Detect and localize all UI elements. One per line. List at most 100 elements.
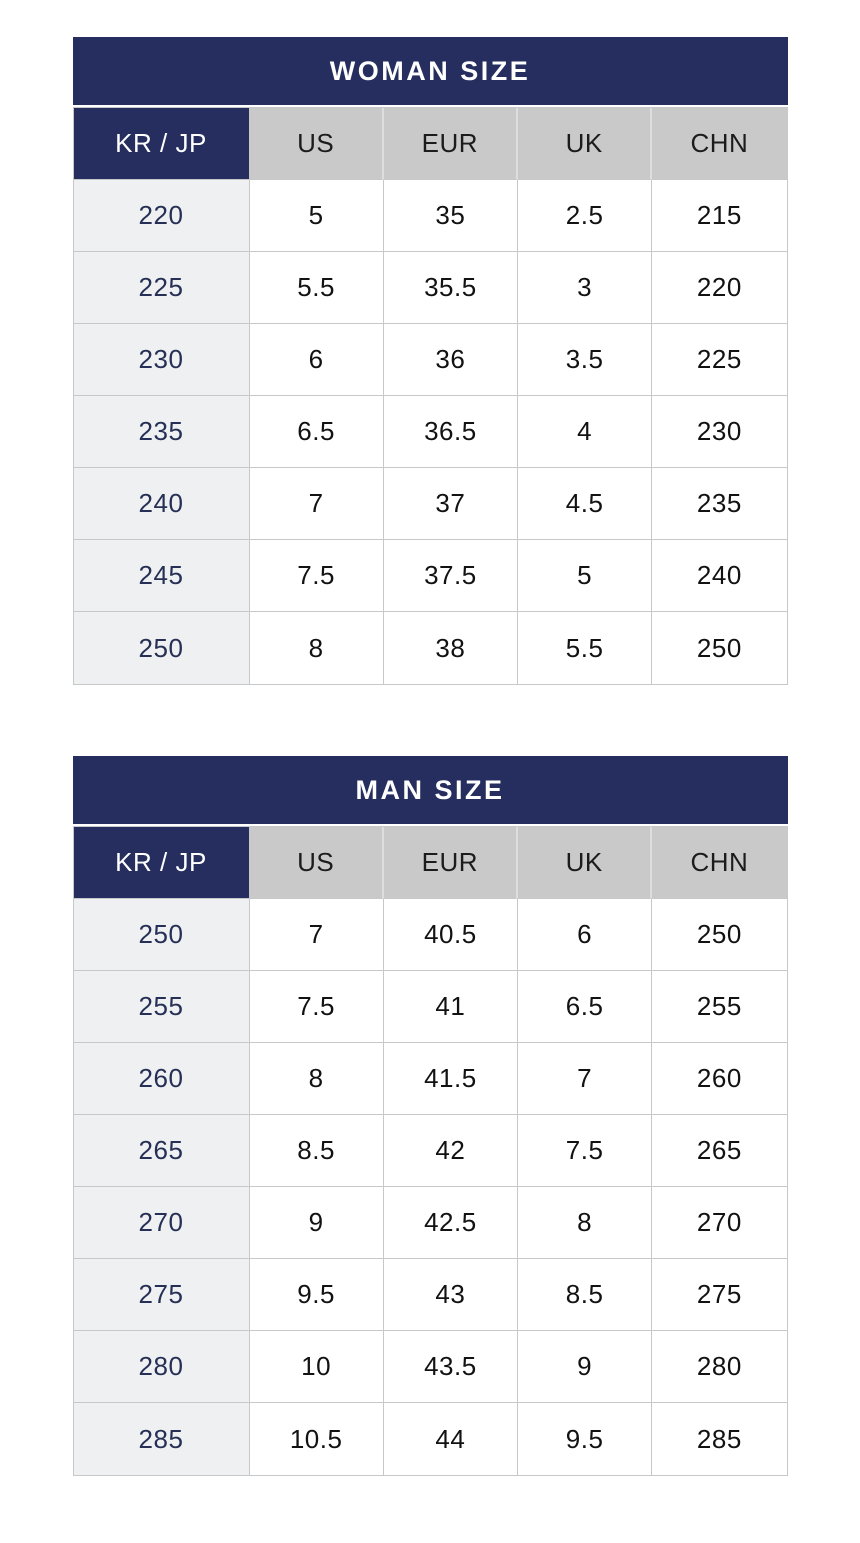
column-header-us: US (249, 108, 384, 180)
size-value: 250 (652, 612, 787, 684)
size-value: 37 (383, 468, 518, 540)
table-box: KR / JP US EUR UK CHN 220 5 35 2.5 215 225 5.5 35.5… (72, 107, 788, 685)
size-value: 5.5 (249, 252, 384, 324)
table-box: KR / JP US EUR UK CHN 250 7 40.5 6 250 255 7.5 41 6.… (72, 826, 788, 1476)
size-value: 10 (249, 1331, 384, 1403)
size-value: 235 (652, 468, 787, 540)
table-row: 280 10 43.5 9 280 (73, 1331, 787, 1403)
table-row: 270 9 42.5 8 270 (73, 1187, 787, 1259)
size-value: 6 (249, 324, 384, 396)
table-row: 250 8 38 5.5 250 (73, 612, 787, 684)
size-value: 8 (249, 1043, 384, 1115)
kr-jp-size-value: 275 (73, 1259, 250, 1331)
table-header-row: KR / JP US EUR UK CHN (73, 827, 787, 899)
kr-jp-size-value: 245 (73, 540, 250, 612)
size-value: 225 (652, 324, 787, 396)
table-body: 220 5 35 2.5 215 225 5.5 35.5 3 220 230 6 36 3.5 225 23… (73, 180, 787, 684)
table-row: 275 9.5 43 8.5 275 (73, 1259, 787, 1331)
size-value: 43.5 (383, 1331, 518, 1403)
size-value: 3.5 (518, 324, 653, 396)
size-value: 37.5 (383, 540, 518, 612)
size-value: 3 (518, 252, 653, 324)
size-value: 7 (518, 1043, 653, 1115)
size-value: 230 (652, 396, 787, 468)
size-value: 43 (383, 1259, 518, 1331)
table-row: 230 6 36 3.5 225 (73, 324, 787, 396)
man-size-table: MAN SIZE KR / JP US EUR UK CHN 250 7 40.5 6 250 2… (72, 756, 788, 1476)
size-value: 42 (383, 1115, 518, 1187)
table-header-row: KR / JP US EUR UK CHN (73, 108, 787, 180)
size-value: 9 (249, 1187, 384, 1259)
size-value: 255 (652, 971, 787, 1043)
table-row: 225 5.5 35.5 3 220 (73, 252, 787, 324)
size-value: 250 (652, 899, 787, 971)
size-value: 40.5 (383, 899, 518, 971)
size-value: 7.5 (249, 971, 384, 1043)
size-value: 5.5 (518, 612, 653, 684)
kr-jp-size-value: 230 (73, 324, 250, 396)
size-value: 6 (518, 899, 653, 971)
size-value: 8.5 (518, 1259, 653, 1331)
size-value: 38 (383, 612, 518, 684)
size-value: 41 (383, 971, 518, 1043)
table-row: 285 10.5 44 9.5 285 (73, 1403, 787, 1475)
size-value: 6.5 (249, 396, 384, 468)
column-header-chn: CHN (652, 108, 787, 180)
kr-jp-size-value: 280 (73, 1331, 250, 1403)
size-value: 35 (383, 180, 518, 252)
column-header-eur: EUR (383, 108, 518, 180)
size-value: 8.5 (249, 1115, 384, 1187)
size-value: 8 (249, 612, 384, 684)
column-header-kr-jp: KR / JP (73, 827, 250, 899)
size-chart-page: WOMAN SIZE KR / JP US EUR UK CHN 220 5 35 2.5 21… (72, 37, 788, 1476)
size-value: 220 (652, 252, 787, 324)
column-header-eur: EUR (383, 827, 518, 899)
table-row: 235 6.5 36.5 4 230 (73, 396, 787, 468)
table-row: 265 8.5 42 7.5 265 (73, 1115, 787, 1187)
column-header-chn: CHN (652, 827, 787, 899)
size-value: 2.5 (518, 180, 653, 252)
size-value: 270 (652, 1187, 787, 1259)
table-row: 220 5 35 2.5 215 (73, 180, 787, 252)
table-row: 260 8 41.5 7 260 (73, 1043, 787, 1115)
column-header-uk: UK (518, 827, 653, 899)
size-value: 9.5 (518, 1403, 653, 1475)
table-row: 255 7.5 41 6.5 255 (73, 971, 787, 1043)
table-row: 250 7 40.5 6 250 (73, 899, 787, 971)
size-value: 7 (249, 899, 384, 971)
size-value: 7.5 (518, 1115, 653, 1187)
woman-size-banner: WOMAN SIZE (72, 37, 788, 105)
woman-size-table: WOMAN SIZE KR / JP US EUR UK CHN 220 5 35 2.5 21… (72, 37, 788, 685)
size-value: 6.5 (518, 971, 653, 1043)
size-value: 4.5 (518, 468, 653, 540)
size-value: 260 (652, 1043, 787, 1115)
size-value: 7 (249, 468, 384, 540)
kr-jp-size-value: 260 (73, 1043, 250, 1115)
kr-jp-size-value: 240 (73, 468, 250, 540)
size-value: 285 (652, 1403, 787, 1475)
size-value: 9 (518, 1331, 653, 1403)
kr-jp-size-value: 250 (73, 899, 250, 971)
column-header-uk: UK (518, 108, 653, 180)
size-value: 215 (652, 180, 787, 252)
table-row: 240 7 37 4.5 235 (73, 468, 787, 540)
size-value: 5 (249, 180, 384, 252)
table-title: MAN SIZE (355, 774, 505, 805)
size-value: 7.5 (249, 540, 384, 612)
column-header-kr-jp: KR / JP (73, 108, 250, 180)
kr-jp-size-value: 255 (73, 971, 250, 1043)
size-value: 41.5 (383, 1043, 518, 1115)
kr-jp-size-value: 220 (73, 180, 250, 252)
table-row: 245 7.5 37.5 5 240 (73, 540, 787, 612)
size-value: 8 (518, 1187, 653, 1259)
kr-jp-size-value: 270 (73, 1187, 250, 1259)
size-value: 4 (518, 396, 653, 468)
kr-jp-size-value: 235 (73, 396, 250, 468)
size-value: 265 (652, 1115, 787, 1187)
kr-jp-size-value: 225 (73, 252, 250, 324)
size-value: 9.5 (249, 1259, 384, 1331)
kr-jp-size-value: 265 (73, 1115, 250, 1187)
size-value: 280 (652, 1331, 787, 1403)
size-value: 44 (383, 1403, 518, 1475)
kr-jp-size-value: 250 (73, 612, 250, 684)
